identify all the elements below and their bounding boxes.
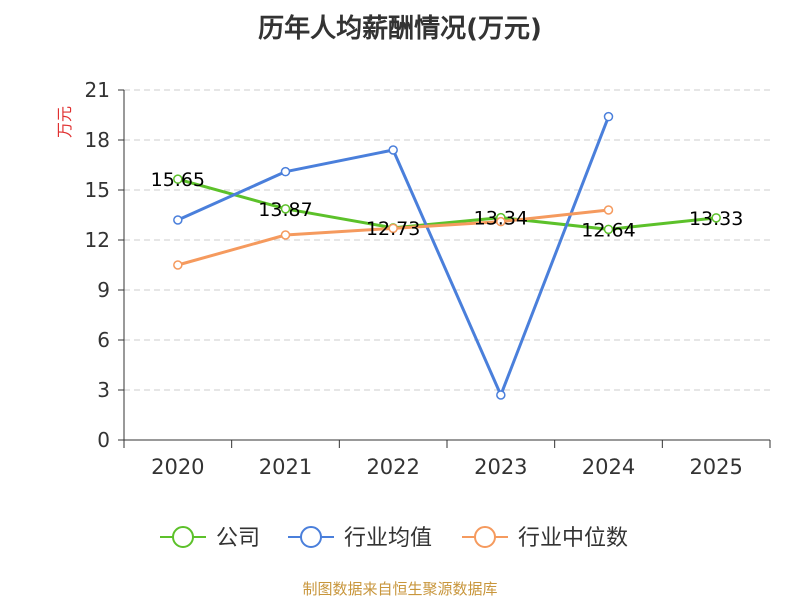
y-tick-label: 6 (97, 328, 110, 352)
legend-marker (172, 526, 194, 548)
data-label: 12.73 (366, 218, 420, 240)
series-line-0 (177, 177, 717, 231)
y-tick-label: 21 (85, 78, 110, 102)
data-label: 13.34 (474, 208, 528, 230)
legend-label: 公司 (216, 526, 260, 551)
series-line-1 (177, 116, 610, 397)
data-label: 12.64 (581, 219, 635, 241)
y-tick-label: 3 (97, 378, 110, 402)
x-tick-label: 2022 (366, 455, 419, 479)
data-point (711, 213, 721, 223)
x-tick-label: 2021 (259, 455, 312, 479)
x-tick-label: 2020 (151, 455, 204, 479)
data-label: 15.65 (151, 169, 205, 191)
x-tick-label: 2025 (689, 455, 742, 479)
data-point (280, 166, 291, 177)
chart-title: 历年人均薪酬情况(万元) (258, 14, 542, 44)
data-point (173, 174, 183, 184)
legend-label: 行业中位数 (518, 526, 628, 551)
data-point (496, 390, 506, 400)
y-tick-label: 9 (97, 278, 110, 302)
y-tick-label: 15 (85, 178, 110, 202)
legend-marker (474, 526, 496, 548)
y-tick-label: 12 (85, 228, 110, 252)
data-point (388, 145, 398, 155)
source-note: 制图数据来自恒生聚源数据库 (302, 580, 498, 598)
data-point (496, 216, 506, 227)
data-point (603, 205, 614, 215)
data-point (280, 230, 291, 240)
legend[interactable]: 公司 行业均值 行业中位数 (160, 526, 628, 551)
legend-item[interactable]: 行业中位数 (462, 526, 628, 551)
y-tick-label: 18 (85, 128, 110, 152)
x-tick-label: 2024 (582, 455, 635, 479)
legend-item[interactable]: 公司 (160, 526, 260, 551)
data-labels: 15.65 13.87 12.73 13.34 12.64 13.33 (151, 169, 744, 241)
x-tick-label: 2023 (474, 455, 527, 479)
data-point (388, 223, 398, 234)
legend-label: 行业均值 (344, 526, 432, 551)
data-point (603, 111, 614, 122)
series-lines (173, 111, 721, 400)
data-point (173, 260, 183, 270)
data-point (280, 204, 291, 214)
data-point (603, 224, 614, 235)
data-label: 13.33 (689, 208, 743, 230)
data-label: 13.87 (258, 199, 312, 221)
data-point (173, 215, 183, 225)
y-tick-label: 0 (97, 428, 110, 452)
y-axis-title: 万元 (55, 106, 74, 138)
grid-lines (124, 89, 770, 391)
legend-marker (300, 526, 322, 548)
axes: 0 3 6 9 12 15 18 21 2020 2021 2022 2023 2024 2025 万元 (55, 78, 771, 479)
legend-item[interactable]: 行业均值 (288, 526, 432, 551)
